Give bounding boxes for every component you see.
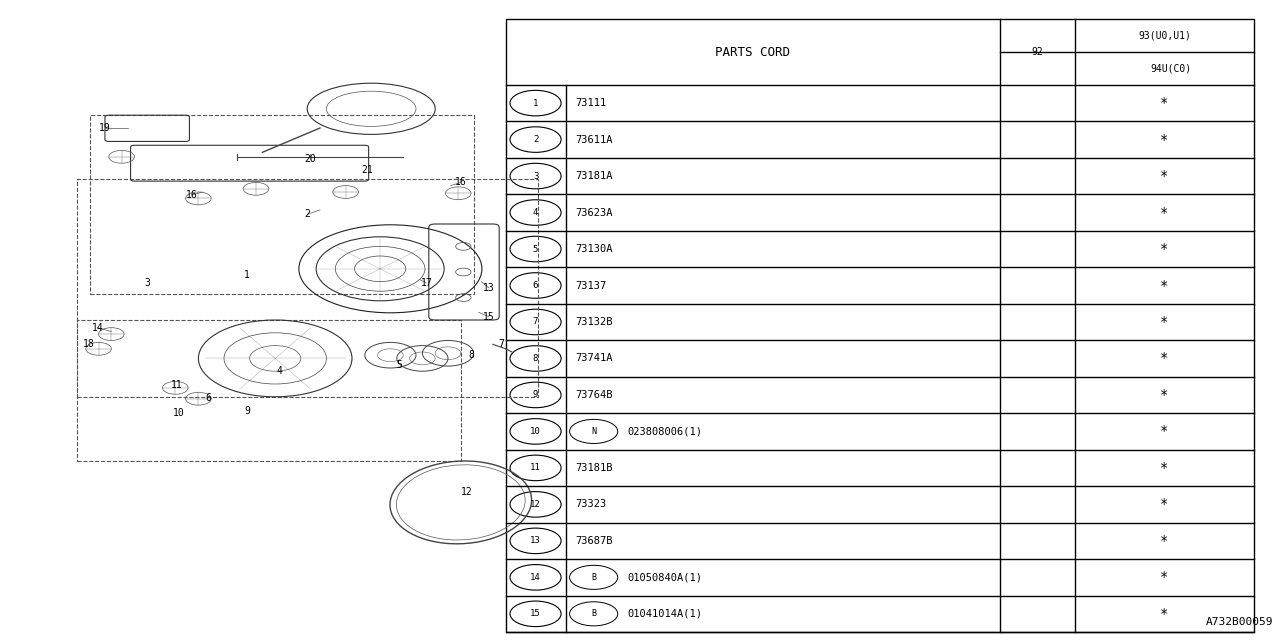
Text: *: * <box>1161 388 1169 402</box>
Text: 11: 11 <box>170 380 183 390</box>
Text: 15: 15 <box>483 312 495 322</box>
Text: PARTS CORD: PARTS CORD <box>716 45 790 58</box>
Text: *: * <box>1161 461 1169 475</box>
Text: 94U(C0): 94U(C0) <box>1151 63 1192 74</box>
Text: 73323: 73323 <box>576 499 607 509</box>
Text: 1: 1 <box>532 99 538 108</box>
Text: *: * <box>1161 607 1169 621</box>
Text: *: * <box>1161 351 1169 365</box>
Text: *: * <box>1161 534 1169 548</box>
Text: 16: 16 <box>186 190 198 200</box>
Text: 5: 5 <box>397 360 402 370</box>
Text: B: B <box>591 573 596 582</box>
Text: *: * <box>1161 315 1169 329</box>
Text: *: * <box>1161 169 1169 183</box>
Text: 19: 19 <box>99 123 111 133</box>
Text: 1: 1 <box>244 270 250 280</box>
Text: 01050840A(1): 01050840A(1) <box>627 572 701 582</box>
Text: 17: 17 <box>420 278 433 288</box>
Text: 93(U0,U1): 93(U0,U1) <box>1138 31 1190 40</box>
Text: *: * <box>1161 96 1169 110</box>
Text: 73623A: 73623A <box>576 207 613 218</box>
Text: 2: 2 <box>532 135 538 144</box>
Text: 7: 7 <box>499 339 504 349</box>
Text: B: B <box>591 609 596 618</box>
Text: *: * <box>1161 497 1169 511</box>
Text: 11: 11 <box>530 463 541 472</box>
Text: 3: 3 <box>532 172 538 180</box>
Text: N: N <box>591 427 596 436</box>
Text: 14: 14 <box>91 323 104 333</box>
Text: A732B00059: A732B00059 <box>1206 617 1274 627</box>
Text: 10: 10 <box>173 408 186 418</box>
Text: 6: 6 <box>206 393 211 403</box>
Text: 023808006(1): 023808006(1) <box>627 426 701 436</box>
Text: 5: 5 <box>532 244 538 253</box>
Text: 21: 21 <box>361 164 374 175</box>
Text: 18: 18 <box>82 339 95 349</box>
Text: 8: 8 <box>532 354 538 363</box>
Text: 92: 92 <box>1032 47 1043 57</box>
Text: 9: 9 <box>244 406 250 416</box>
Text: *: * <box>1161 242 1169 256</box>
Text: *: * <box>1161 278 1169 292</box>
Text: 73130A: 73130A <box>576 244 613 254</box>
Text: 73764B: 73764B <box>576 390 613 400</box>
Text: 9: 9 <box>532 390 538 399</box>
Text: 73687B: 73687B <box>576 536 613 546</box>
Text: 13: 13 <box>530 536 541 545</box>
Text: 20: 20 <box>303 154 316 164</box>
Text: 4: 4 <box>532 208 538 217</box>
Text: 01041014A(1): 01041014A(1) <box>627 609 701 619</box>
Bar <box>506 19 1254 632</box>
Text: 73611A: 73611A <box>576 134 613 145</box>
Bar <box>77 179 538 397</box>
Text: 14: 14 <box>530 573 541 582</box>
Text: 3: 3 <box>145 278 150 288</box>
Text: 12: 12 <box>530 500 541 509</box>
Text: 12: 12 <box>461 486 474 497</box>
Text: 73741A: 73741A <box>576 353 613 364</box>
Text: 73111: 73111 <box>576 98 607 108</box>
Text: 2: 2 <box>305 209 310 220</box>
Text: *: * <box>1161 424 1169 438</box>
Text: 13: 13 <box>483 283 495 293</box>
Text: 73132B: 73132B <box>576 317 613 327</box>
Text: 6: 6 <box>532 281 538 290</box>
Text: 8: 8 <box>468 350 474 360</box>
Bar <box>77 320 461 461</box>
Text: *: * <box>1161 205 1169 220</box>
Text: 73181B: 73181B <box>576 463 613 473</box>
Text: 73137: 73137 <box>576 280 607 291</box>
Text: 16: 16 <box>454 177 467 188</box>
Bar <box>90 115 474 294</box>
Text: 15: 15 <box>530 609 541 618</box>
Text: 73181A: 73181A <box>576 171 613 181</box>
Text: 10: 10 <box>530 427 541 436</box>
Text: *: * <box>1161 132 1169 147</box>
Text: 7: 7 <box>532 317 538 326</box>
Text: *: * <box>1161 570 1169 584</box>
Text: 4: 4 <box>276 366 282 376</box>
